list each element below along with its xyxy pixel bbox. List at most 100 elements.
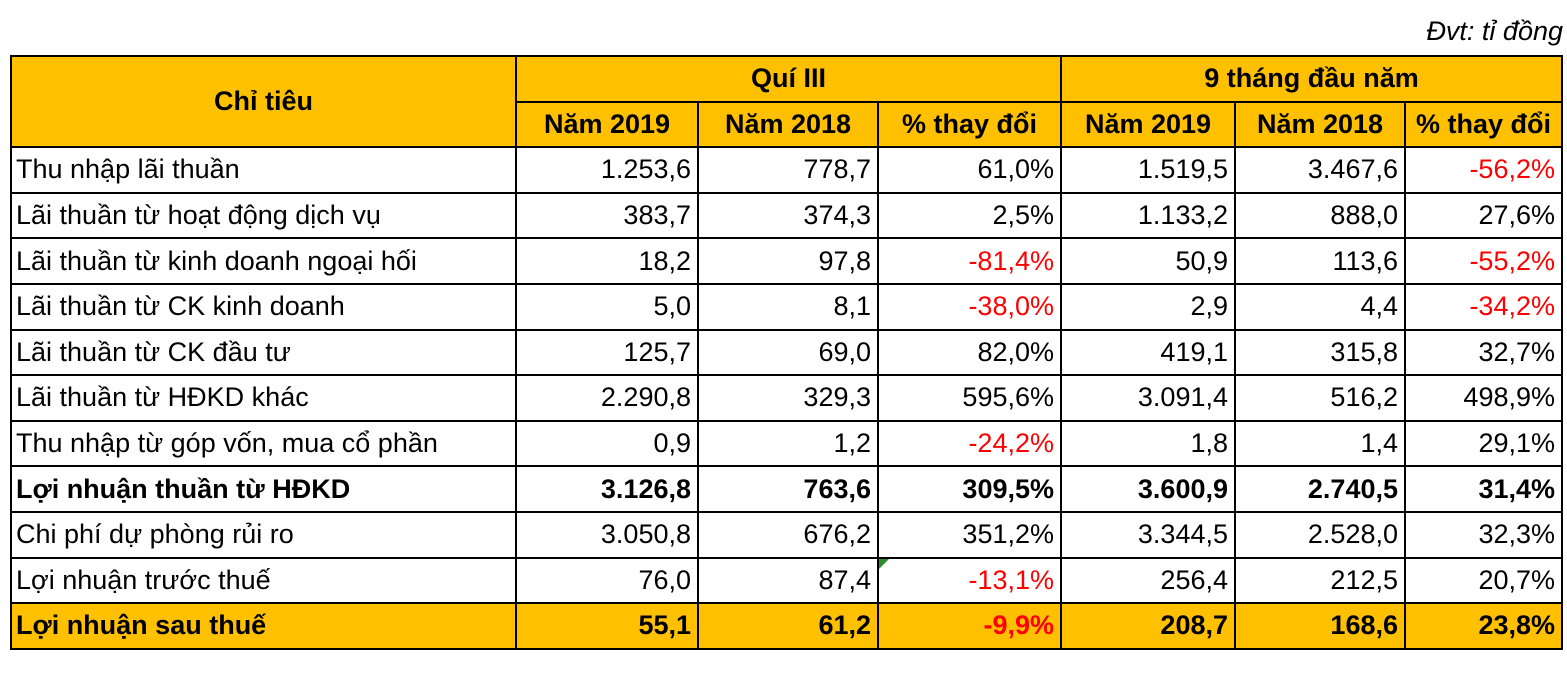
row-label: Lợi nhuận trước thuế — [10, 556, 517, 605]
table-row: Thu nhập lãi thuần 1.253,6 778,7 61,0% 1.519… — [10, 146, 1563, 194]
cell-q3-2019: 383,7 — [515, 191, 699, 240]
header-group-q3: Quí III — [515, 55, 1062, 103]
row-label: Lợi nhuận thuần từ HĐKD — [10, 465, 517, 513]
cell-9m-2019: 256,4 — [1060, 556, 1236, 605]
cell-q3-2019: 55,1 — [515, 602, 699, 650]
table-row: Lãi thuần từ hoạt động dịch vụ 383,7 374,3… — [10, 191, 1563, 240]
header-indicator: Chỉ tiêu — [10, 54, 517, 149]
cell-q3-change: 82,0% — [877, 328, 1062, 377]
table-row: Thu nhập từ góp vốn, mua cổ phần 0,9 1,2 -2… — [10, 419, 1563, 468]
subheader-q3-change: % thay đổi — [877, 100, 1062, 149]
cell-q3-2019: 3.126,8 — [515, 465, 699, 513]
cell-q3-2018: 87,4 — [697, 556, 879, 605]
row-label: Chi phí dự phòng rủi ro — [10, 510, 517, 559]
cell-9m-change: 23,8% — [1404, 602, 1563, 650]
cell-q3-2019: 1.253,6 — [515, 146, 699, 194]
header-group-9m: 9 tháng đầu năm — [1060, 55, 1563, 103]
subheader-q3-2018: Năm 2018 — [697, 100, 879, 149]
cell-9m-change: -55,2% — [1404, 237, 1563, 285]
row-label: Lãi thuần từ CK kinh doanh — [10, 282, 517, 331]
cell-9m-change: -56,2% — [1404, 146, 1563, 194]
table-row: Lãi thuần từ CK kinh doanh 5,0 8,1 -38,0% 2,… — [10, 282, 1563, 331]
cell-q3-2018: 778,7 — [697, 146, 879, 194]
cell-9m-2019: 208,7 — [1060, 602, 1236, 650]
table-row: Chi phí dự phòng rủi ro 3.050,8 676,2 351,2… — [10, 510, 1563, 559]
table-row: Lãi thuần từ kinh doanh ngoại hối 18,2 97,… — [10, 237, 1563, 285]
cell-9m-2019: 3.600,9 — [1060, 465, 1236, 513]
cell-9m-change: 29,1% — [1404, 419, 1563, 468]
subheader-9m-change: % thay đổi — [1404, 100, 1563, 149]
subheader-9m-2018: Năm 2018 — [1234, 100, 1406, 149]
cell-9m-2019: 3.344,5 — [1060, 510, 1236, 559]
cell-q3-2018: 8,1 — [697, 282, 879, 331]
table-row: Lợi nhuận sau thuế 55,1 61,2 -9,9% 208,7 168,… — [10, 602, 1563, 650]
row-label: Lãi thuần từ kinh doanh ngoại hối — [10, 237, 517, 285]
cell-q3-change: 595,6% — [877, 374, 1062, 422]
cell-q3-2019: 0,9 — [515, 419, 699, 468]
cell-q3-change: 309,5% — [877, 465, 1062, 513]
cell-q3-change: 61,0% — [877, 146, 1062, 194]
table-row: Lợi nhuận thuần từ HĐKD 3.126,8 763,6 309,5… — [10, 465, 1563, 513]
cell-q3-2018: 374,3 — [697, 191, 879, 240]
cell-9m-change: 31,4% — [1404, 465, 1563, 513]
cell-9m-2018: 2.528,0 — [1234, 510, 1406, 559]
cell-q3-2019: 76,0 — [515, 556, 699, 605]
row-label: Lợi nhuận sau thuế — [10, 602, 517, 650]
row-label: Lãi thuần từ CK đầu tư — [10, 328, 517, 377]
cell-q3-2018: 97,8 — [697, 237, 879, 285]
cell-9m-2019: 1.519,5 — [1060, 146, 1236, 194]
cell-9m-2018: 2.740,5 — [1234, 465, 1406, 513]
cell-q3-change: 351,2% — [877, 510, 1062, 559]
cell-q3-2019: 125,7 — [515, 328, 699, 377]
cell-9m-2019: 419,1 — [1060, 328, 1236, 377]
cell-q3-2018: 763,6 — [697, 465, 879, 513]
cell-9m-2018: 113,6 — [1234, 237, 1406, 285]
row-label: Thu nhập từ góp vốn, mua cổ phần — [10, 419, 517, 468]
cell-q3-change: -81,4% — [877, 237, 1062, 285]
cell-9m-2018: 4,4 — [1234, 282, 1406, 331]
cell-q3-change: -13,1% — [877, 556, 1062, 605]
cell-9m-2019: 1,8 — [1060, 419, 1236, 468]
cell-9m-2018: 212,5 — [1234, 556, 1406, 605]
cell-q3-change: 2,5% — [877, 191, 1062, 240]
cell-q3-2019: 3.050,8 — [515, 510, 699, 559]
cell-9m-2019: 1.133,2 — [1060, 191, 1236, 240]
cell-9m-2018: 315,8 — [1234, 328, 1406, 377]
cell-q3-2018: 1,2 — [697, 419, 879, 468]
cell-q3-2019: 2.290,8 — [515, 374, 699, 422]
cell-9m-2018: 168,6 — [1234, 602, 1406, 650]
cell-9m-2018: 888,0 — [1234, 191, 1406, 240]
subheader-9m-2019: Năm 2019 — [1060, 100, 1236, 149]
table-row: Lãi thuần từ CK đầu tư 125,7 69,0 82,0% 419,… — [10, 328, 1563, 377]
financial-table: Chỉ tiêu Quí III 9 tháng đầu năm Năm 201… — [10, 54, 1563, 650]
table-row: Lãi thuần từ HĐKD khác 2.290,8 329,3 595,6%… — [10, 374, 1563, 422]
cell-q3-change: -24,2% — [877, 419, 1062, 468]
table-row: Lợi nhuận trước thuế 76,0 87,4 -13,1% 256,4 2… — [10, 556, 1563, 605]
cell-q3-2018: 69,0 — [697, 328, 879, 377]
cell-q3-2019: 18,2 — [515, 237, 699, 285]
row-label: Lãi thuần từ HĐKD khác — [10, 374, 517, 422]
cell-q3-2018: 329,3 — [697, 374, 879, 422]
cell-9m-2019: 2,9 — [1060, 282, 1236, 331]
cell-q3-change: -38,0% — [877, 282, 1062, 331]
row-label: Thu nhập lãi thuần — [10, 146, 517, 194]
cell-q3-2019: 5,0 — [515, 282, 699, 331]
cell-9m-2019: 50,9 — [1060, 237, 1236, 285]
cell-q3-2018: 61,2 — [697, 602, 879, 650]
cell-9m-2018: 516,2 — [1234, 374, 1406, 422]
unit-note: Đvt: tỉ đồng — [1426, 16, 1563, 46]
cell-9m-change: 32,3% — [1404, 510, 1563, 559]
row-label: Lãi thuần từ hoạt động dịch vụ — [10, 191, 517, 240]
cell-9m-change: 27,6% — [1404, 191, 1563, 240]
cell-q3-2018: 676,2 — [697, 510, 879, 559]
cell-9m-2018: 1,4 — [1234, 419, 1406, 468]
cell-q3-change: -9,9% — [877, 602, 1062, 650]
cell-9m-change: 32,7% — [1404, 328, 1563, 377]
cell-9m-change: 498,9% — [1404, 374, 1563, 422]
cell-9m-2018: 3.467,6 — [1234, 146, 1406, 194]
cell-9m-change: 20,7% — [1404, 556, 1563, 605]
subheader-q3-2019: Năm 2019 — [515, 100, 699, 149]
cell-9m-change: -34,2% — [1404, 282, 1563, 331]
cell-9m-2019: 3.091,4 — [1060, 374, 1236, 422]
table-body: Thu nhập lãi thuần 1.253,6 778,7 61,0% 1.519… — [10, 146, 1563, 650]
